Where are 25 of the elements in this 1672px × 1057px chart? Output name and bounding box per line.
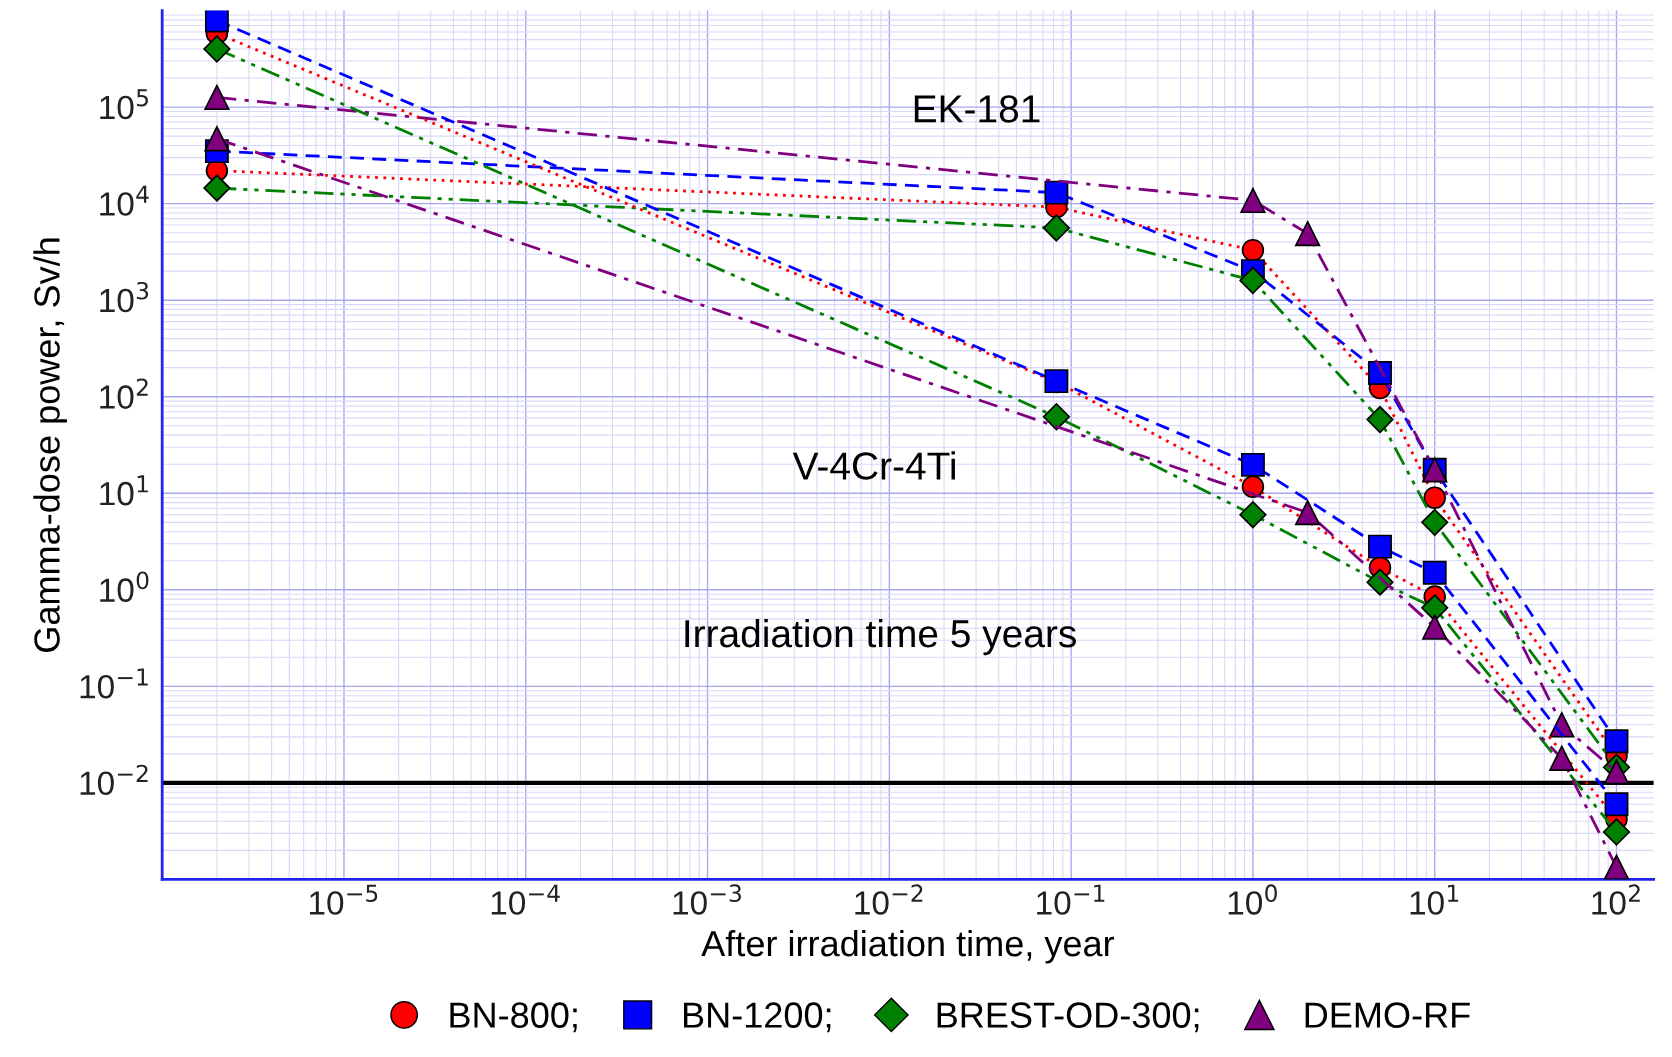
legend-label: BN-800; bbox=[450, 1002, 577, 1033]
y-tick-label: 10$^{0}$ bbox=[100, 571, 149, 602]
legend-label: BREST-OD-300; bbox=[937, 1002, 1199, 1033]
legend-label: DEMO-RF bbox=[1305, 1002, 1470, 1028]
x-axis-title: After irradiation time, year bbox=[701, 929, 1115, 964]
y-tick-label: 10$^{2}$ bbox=[100, 378, 148, 409]
x-tick-label: 10$^{−5}$ bbox=[310, 884, 378, 915]
y-tick-label: 10$^{4}$ bbox=[100, 185, 149, 216]
x-tick-label: 10$^{1}$ bbox=[1410, 884, 1459, 915]
x-tick-label: 10$^{−2}$ bbox=[855, 884, 923, 915]
legend-label: BN-1200; bbox=[683, 1002, 831, 1033]
annotation: Irradiation time 5 years bbox=[685, 618, 1076, 656]
x-tick-label: 10$^{0}$ bbox=[1228, 884, 1277, 915]
y-tick-label: 10$^{5}$ bbox=[100, 89, 148, 120]
y-axis-title: Gamma-dose power, Sv/h bbox=[33, 238, 67, 652]
y-tick-label: 10$^{1}$ bbox=[100, 475, 148, 506]
annotation: EK-181 bbox=[914, 95, 1040, 123]
x-tick-label: 10$^{2}$ bbox=[1592, 884, 1640, 915]
x-tick-label: 10$^{−1}$ bbox=[1037, 884, 1105, 915]
x-tick-label: 10$^{−4}$ bbox=[491, 884, 560, 915]
x-tick-label: 10$^{−3}$ bbox=[673, 884, 741, 915]
y-tick-label: 10$^{−1}$ bbox=[80, 668, 148, 699]
annotation: V-4Cr-4Ti bbox=[792, 451, 955, 480]
y-tick-label: 10$^{−2}$ bbox=[80, 764, 148, 796]
y-tick-label: 10$^{3}$ bbox=[100, 281, 149, 313]
